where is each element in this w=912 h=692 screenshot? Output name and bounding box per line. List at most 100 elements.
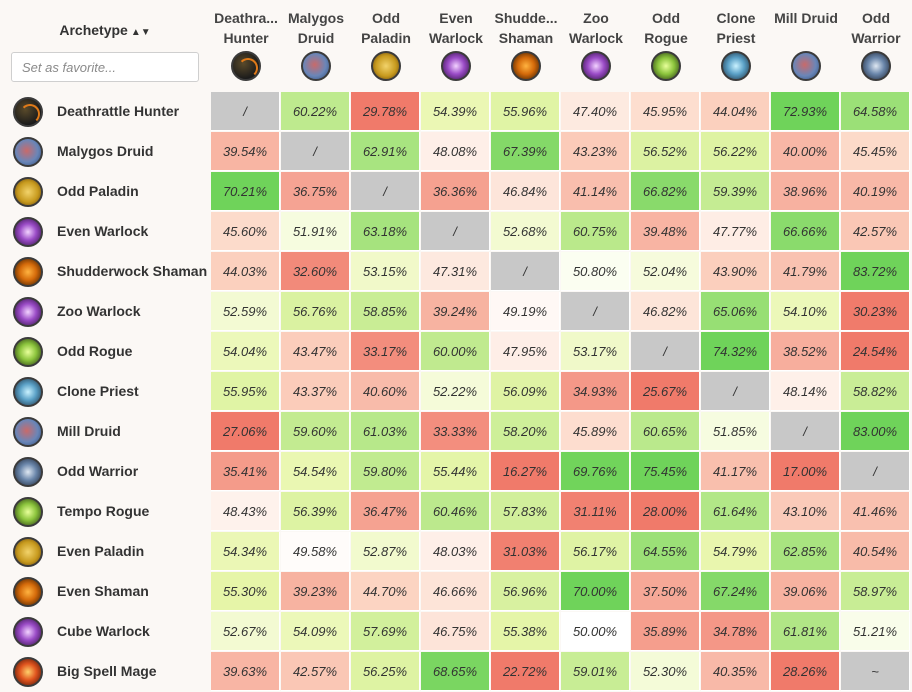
winrate-cell[interactable]: 52.67% <box>211 612 280 651</box>
winrate-cell[interactable]: 62.91% <box>351 132 420 171</box>
winrate-cell[interactable]: 48.14% <box>771 372 840 411</box>
winrate-cell[interactable]: 54.04% <box>211 332 280 371</box>
winrate-cell[interactable]: 54.09% <box>281 612 350 651</box>
row-header[interactable]: Even Warlock <box>0 212 210 252</box>
winrate-cell[interactable]: 54.34% <box>211 532 280 571</box>
winrate-cell[interactable]: 38.96% <box>771 172 840 211</box>
winrate-cell[interactable]: 53.17% <box>561 332 630 371</box>
column-header[interactable]: Shudde... Shaman <box>491 0 561 92</box>
column-header[interactable]: Even Warlock <box>421 0 491 92</box>
winrate-cell[interactable]: 33.33% <box>421 412 490 451</box>
winrate-cell[interactable]: 37.50% <box>631 572 700 611</box>
winrate-cell[interactable]: 54.79% <box>701 532 770 571</box>
winrate-cell[interactable]: 52.04% <box>631 252 700 291</box>
winrate-cell[interactable]: 62.85% <box>771 532 840 571</box>
winrate-cell[interactable]: 43.23% <box>561 132 630 171</box>
winrate-cell[interactable]: 41.14% <box>561 172 630 211</box>
winrate-cell[interactable]: 55.95% <box>211 372 280 411</box>
winrate-cell[interactable]: 31.03% <box>491 532 560 571</box>
row-header[interactable]: Clone Priest <box>0 372 210 412</box>
winrate-cell[interactable]: 67.39% <box>491 132 560 171</box>
winrate-cell[interactable]: 34.78% <box>701 612 770 651</box>
winrate-cell[interactable]: 45.89% <box>561 412 630 451</box>
winrate-cell[interactable]: 27.06% <box>211 412 280 451</box>
winrate-cell[interactable]: 54.10% <box>771 292 840 331</box>
row-header[interactable]: Malygos Druid <box>0 132 210 172</box>
winrate-cell[interactable]: 56.22% <box>701 132 770 171</box>
row-header[interactable]: Odd Rogue <box>0 332 210 372</box>
winrate-cell[interactable]: 83.72% <box>841 252 910 291</box>
winrate-cell[interactable]: 58.82% <box>841 372 910 411</box>
winrate-cell[interactable]: 35.41% <box>211 452 280 491</box>
column-header[interactable]: Deathra... Hunter <box>211 0 281 92</box>
winrate-cell[interactable]: 56.96% <box>491 572 560 611</box>
winrate-cell[interactable]: 51.91% <box>281 212 350 251</box>
row-header[interactable]: Shudderwock Shaman <box>0 252 210 292</box>
winrate-cell[interactable]: 56.39% <box>281 492 350 531</box>
column-header[interactable]: Malygos Druid <box>281 0 351 92</box>
winrate-cell[interactable]: 39.24% <box>421 292 490 331</box>
winrate-cell[interactable]: 42.57% <box>841 212 910 251</box>
favorite-input[interactable] <box>11 52 199 82</box>
winrate-cell[interactable]: 70.00% <box>561 572 630 611</box>
winrate-cell[interactable]: 45.95% <box>631 92 700 131</box>
winrate-cell[interactable]: 64.55% <box>631 532 700 571</box>
winrate-cell[interactable]: 70.21% <box>211 172 280 211</box>
winrate-cell[interactable]: 43.90% <box>701 252 770 291</box>
winrate-cell[interactable]: 44.04% <box>701 92 770 131</box>
row-header[interactable]: Deathrattle Hunter <box>0 92 210 132</box>
winrate-cell[interactable]: 60.00% <box>421 332 490 371</box>
winrate-cell[interactable]: 43.10% <box>771 492 840 531</box>
column-header[interactable]: Odd Rogue <box>631 0 701 92</box>
winrate-cell[interactable]: 64.58% <box>841 92 910 131</box>
winrate-cell[interactable]: 50.00% <box>561 612 630 651</box>
winrate-cell[interactable]: 32.60% <box>281 252 350 291</box>
winrate-cell[interactable]: 40.00% <box>771 132 840 171</box>
winrate-cell[interactable]: 51.21% <box>841 612 910 651</box>
winrate-cell[interactable]: 60.22% <box>281 92 350 131</box>
winrate-cell[interactable]: 55.44% <box>421 452 490 491</box>
winrate-cell[interactable]: 22.72% <box>491 652 560 691</box>
winrate-cell[interactable]: 55.96% <box>491 92 560 131</box>
winrate-cell[interactable]: 69.76% <box>561 452 630 491</box>
column-header[interactable]: Odd Paladin <box>351 0 421 92</box>
row-header[interactable]: Zoo Warlock <box>0 292 210 332</box>
winrate-cell[interactable]: 52.22% <box>421 372 490 411</box>
winrate-cell[interactable]: 44.70% <box>351 572 420 611</box>
winrate-cell[interactable]: 28.26% <box>771 652 840 691</box>
mirror-cell[interactable]: / <box>561 292 630 331</box>
mirror-cell[interactable]: ~ <box>841 652 910 691</box>
winrate-cell[interactable]: 28.00% <box>631 492 700 531</box>
winrate-cell[interactable]: 54.39% <box>421 92 490 131</box>
mirror-cell[interactable]: / <box>211 92 280 131</box>
winrate-cell[interactable]: 61.64% <box>701 492 770 531</box>
mirror-cell[interactable]: / <box>491 252 560 291</box>
winrate-cell[interactable]: 75.45% <box>631 452 700 491</box>
mirror-cell[interactable]: / <box>351 172 420 211</box>
winrate-cell[interactable]: 57.69% <box>351 612 420 651</box>
winrate-cell[interactable]: 16.27% <box>491 452 560 491</box>
winrate-cell[interactable]: 36.47% <box>351 492 420 531</box>
winrate-cell[interactable]: 34.93% <box>561 372 630 411</box>
winrate-cell[interactable]: 45.45% <box>841 132 910 171</box>
winrate-cell[interactable]: 52.30% <box>631 652 700 691</box>
winrate-cell[interactable]: 56.25% <box>351 652 420 691</box>
winrate-cell[interactable]: 24.54% <box>841 332 910 371</box>
winrate-cell[interactable]: 43.47% <box>281 332 350 371</box>
winrate-cell[interactable]: 66.66% <box>771 212 840 251</box>
winrate-cell[interactable]: 41.17% <box>701 452 770 491</box>
winrate-cell[interactable]: 49.58% <box>281 532 350 571</box>
winrate-cell[interactable]: 25.67% <box>631 372 700 411</box>
mirror-cell[interactable]: / <box>701 372 770 411</box>
winrate-cell[interactable]: 60.65% <box>631 412 700 451</box>
winrate-cell[interactable]: 35.89% <box>631 612 700 651</box>
winrate-cell[interactable]: 47.77% <box>701 212 770 251</box>
archetype-sort-header[interactable]: Archetype ▲▼ <box>0 22 210 38</box>
row-header[interactable]: Odd Paladin <box>0 172 210 212</box>
winrate-cell[interactable]: 72.93% <box>771 92 840 131</box>
winrate-cell[interactable]: 59.60% <box>281 412 350 451</box>
winrate-cell[interactable]: 54.54% <box>281 452 350 491</box>
winrate-cell[interactable]: 45.60% <box>211 212 280 251</box>
winrate-cell[interactable]: 61.03% <box>351 412 420 451</box>
mirror-cell[interactable]: / <box>281 132 350 171</box>
